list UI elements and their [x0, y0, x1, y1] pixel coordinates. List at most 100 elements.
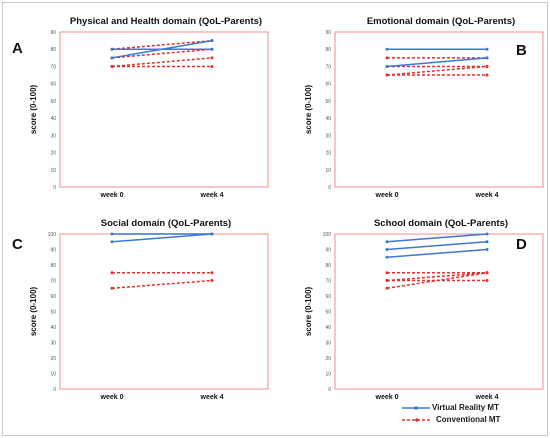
y-tick-label: 30: [50, 133, 56, 139]
chart-title: School domain (QoL-Parents): [374, 218, 508, 229]
point-virtual-reality: [485, 56, 489, 60]
series-line-conventional-physical-health: [111, 48, 213, 59]
legend-item-conventional: Conventional MT: [400, 415, 545, 427]
y-tick-label: 30: [325, 133, 331, 139]
y-tick-label: 10: [325, 168, 331, 174]
y-tick-label: 40: [325, 325, 331, 331]
y-tick-label: 90: [325, 248, 331, 254]
point-conventional: [385, 286, 389, 290]
plot-area-border: [59, 233, 269, 390]
point-virtual-reality: [210, 47, 214, 51]
plot-area-border: [59, 31, 269, 188]
y-tick-label: 30: [50, 341, 56, 347]
y-tick-label: 70: [325, 279, 331, 285]
legend: Virtual Reality MT Conventional MT: [400, 403, 545, 427]
plot-area-border: [334, 233, 544, 390]
legend-label-virtual-reality: Virtual Reality MT: [432, 403, 499, 412]
series-line-conventional-physical-health: [111, 57, 213, 68]
point-conventional: [485, 279, 489, 282]
legend-label-conventional: Conventional MT: [436, 415, 501, 424]
point-conventional: [385, 73, 389, 77]
plot-area-border: [334, 31, 544, 188]
y-tick-label: 40: [325, 116, 331, 122]
y-tick-label: 20: [50, 356, 56, 362]
chart-school: School domain (QoL-Parents) 0 10 20 30 40 50 60…: [304, 218, 544, 401]
series-line-virtual-reality-school: [386, 233, 488, 243]
point-virtual-reality: [385, 248, 389, 251]
chart-title: Social domain (QoL-Parents): [101, 218, 231, 229]
series-line-conventional-school: [386, 272, 488, 289]
point-virtual-reality: [385, 47, 389, 51]
y-tick-label: 0: [53, 185, 56, 191]
series-line-virtual-reality-emotional: [386, 57, 488, 68]
y-tick-label: 100: [48, 232, 57, 238]
point-conventional: [110, 64, 114, 68]
panel-letter-a: A: [12, 40, 23, 57]
point-conventional: [110, 286, 114, 290]
point-virtual-reality: [110, 232, 114, 236]
x-tick-label: week 0: [100, 394, 124, 401]
series-line-conventional-school: [386, 272, 488, 282]
y-tick-label: 0: [53, 387, 56, 393]
y-tick-label: 20: [325, 356, 331, 362]
point-conventional: [210, 279, 214, 282]
y-tick-label: 60: [325, 82, 331, 88]
y-tick-label: 80: [50, 47, 56, 53]
series-line-conventional-social: [111, 279, 213, 289]
panel-letter-d: D: [516, 236, 527, 253]
y-tick-label: 100: [323, 232, 332, 238]
y-axis-label: score (0-100): [304, 84, 313, 134]
point-conventional: [210, 56, 214, 60]
x-tick-label: week 4: [200, 192, 224, 199]
point-conventional: [485, 271, 489, 275]
series-line-conventional-emotional: [386, 65, 488, 76]
point-virtual-reality: [485, 232, 489, 236]
y-tick-label: 80: [50, 263, 56, 269]
y-tick-label: 10: [50, 168, 56, 174]
y-tick-label: 70: [325, 64, 331, 70]
point-virtual-reality: [385, 240, 389, 244]
point-virtual-reality: [110, 47, 114, 51]
series-line-conventional-physical-health: [111, 39, 213, 50]
point-virtual-reality: [110, 240, 114, 244]
point-conventional: [110, 271, 114, 275]
y-tick-label: 90: [50, 248, 56, 254]
x-tick-label: week 0: [375, 394, 399, 401]
y-tick-label: 50: [50, 310, 56, 316]
y-tick-label: 80: [325, 47, 331, 53]
point-conventional: [485, 73, 489, 77]
chart-social: Social domain (QoL-Parents) 0 10 20 30 40 50 60…: [29, 218, 269, 401]
legend-swatch-conventional: [402, 418, 432, 422]
x-tick-label: week 4: [475, 192, 499, 199]
y-tick-label: 30: [325, 341, 331, 347]
legend-swatch-virtual-reality: [402, 406, 430, 410]
y-axis-label: score (0-100): [29, 286, 38, 336]
point-conventional: [210, 271, 214, 275]
x-tick-label: week 4: [200, 394, 224, 401]
y-tick-label: 50: [325, 310, 331, 316]
y-tick-label: 60: [50, 294, 56, 300]
series-line-virtual-reality-school: [386, 248, 488, 258]
chart-title: Physical and Health domain (QoL-Parents): [70, 16, 262, 27]
x-tick-label: week 4: [475, 394, 499, 401]
point-conventional: [385, 56, 389, 60]
chart-title: Emotional domain (QoL-Parents): [367, 16, 515, 27]
y-tick-label: 0: [328, 387, 331, 393]
point-virtual-reality: [110, 56, 114, 60]
y-axis-label: score (0-100): [304, 286, 313, 336]
y-tick-label: 70: [50, 279, 56, 285]
point-virtual-reality: [485, 240, 489, 244]
y-tick-label: 10: [50, 372, 56, 378]
y-tick-label: 20: [50, 151, 56, 157]
point-conventional: [210, 64, 214, 68]
point-conventional: [385, 271, 389, 275]
chart-emotional: Emotional domain (QoL-Parents) 0 10 20 30 40 5…: [304, 16, 544, 199]
panel-letter-b: B: [516, 42, 527, 59]
y-tick-label: 0: [328, 185, 331, 191]
panel-letter-c: C: [12, 236, 23, 253]
y-tick-label: 90: [325, 30, 331, 36]
point-virtual-reality: [385, 255, 389, 259]
legend-item-virtual-reality: Virtual Reality MT: [400, 403, 545, 415]
y-axis-label: score (0-100): [29, 84, 38, 134]
